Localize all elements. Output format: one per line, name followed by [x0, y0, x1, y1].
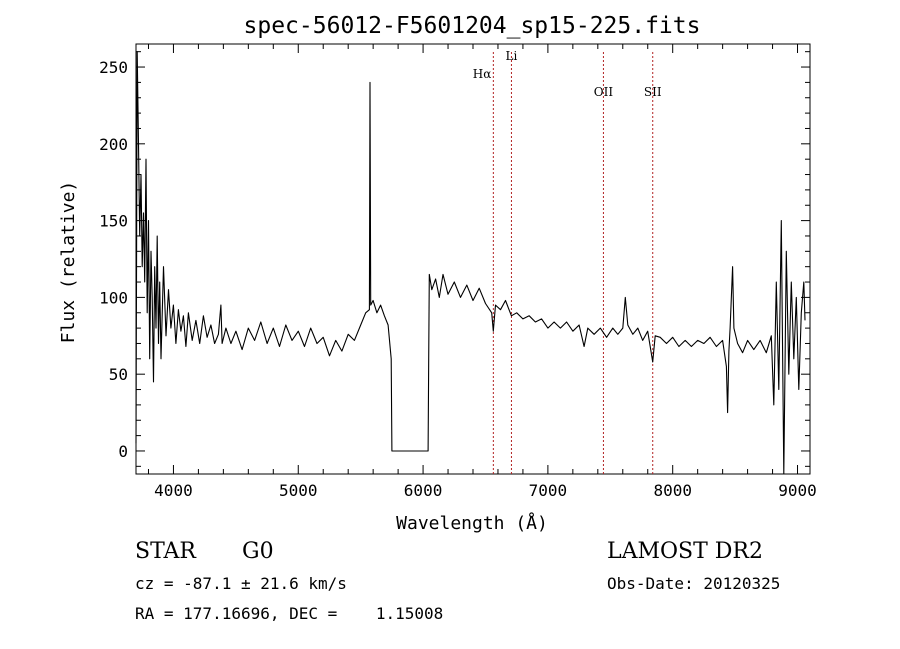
coordinates-readout: RA = 177.16696, DEC = 1.15008 — [135, 604, 444, 623]
velocity-readout: cz = -87.1 ± 21.6 km/s — [135, 574, 347, 593]
spectrum-series — [135, 51, 806, 475]
y-tick-label: 100 — [99, 288, 128, 307]
x-tick-label: 9000 — [778, 481, 817, 500]
obs-date: Obs-Date: 20120325 — [607, 574, 781, 593]
plot-frame — [135, 43, 811, 475]
chart-title: spec-56012-F5601204_sp15-225.fits — [244, 13, 701, 39]
spectral-line-label: Hα — [473, 67, 492, 81]
y-tick-label: 150 — [99, 212, 128, 231]
spectral-line-label: OII — [594, 85, 614, 99]
y-tick-label: 0 — [118, 442, 128, 461]
x-axis-label: Wavelength (Å) — [396, 512, 548, 534]
y-axis-label: Flux (relative) — [58, 181, 79, 344]
object-subclass: G0 — [242, 539, 274, 564]
spectral-line-label: Li — [506, 49, 518, 63]
y-tick-label: 200 — [99, 135, 128, 154]
object-class: STAR — [135, 539, 196, 564]
x-tick-label: 6000 — [404, 481, 443, 500]
spectral-line-label: SII — [644, 85, 662, 99]
plot-area: 4000 5000 6000 7000 8000 9000 0 50 100 150 200 250 H… — [99, 43, 817, 500]
survey-name: LAMOST DR2 — [607, 539, 763, 564]
x-tick-label: 7000 — [529, 481, 568, 500]
x-tick-label: 8000 — [653, 481, 692, 500]
y-tick-label: 50 — [109, 365, 128, 384]
y-tick-label: 250 — [99, 58, 128, 77]
x-tick-label: 5000 — [279, 481, 318, 500]
x-tick-label: 4000 — [154, 481, 193, 500]
